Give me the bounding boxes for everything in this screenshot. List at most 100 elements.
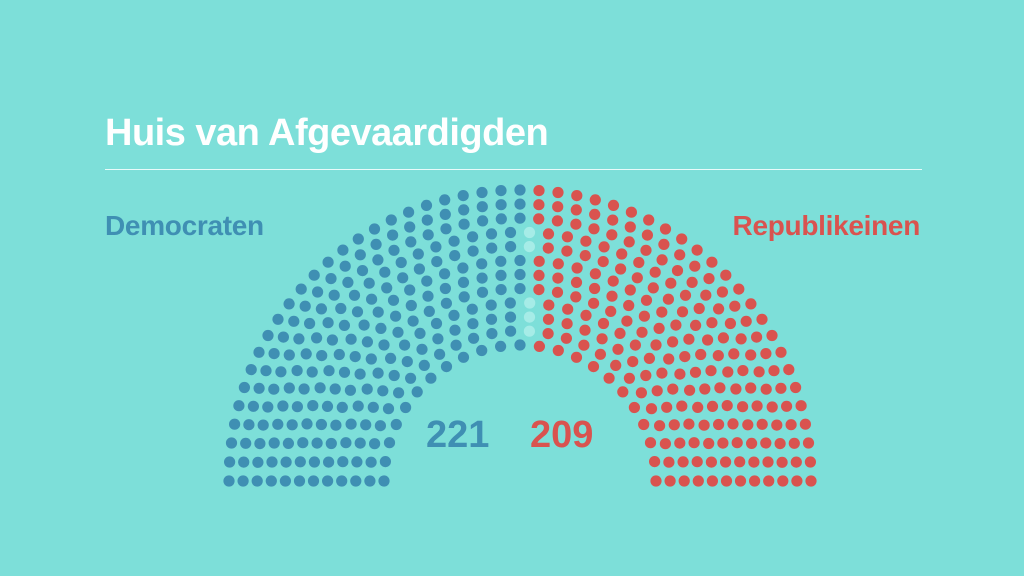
seat-republikeinen [533, 213, 545, 225]
seat-democraten [361, 383, 373, 395]
seat-republikeinen [746, 437, 758, 449]
seat-democraten [254, 438, 266, 450]
seat-republikeinen [606, 229, 618, 241]
seat-democraten [257, 419, 269, 431]
seat-democraten [352, 400, 364, 412]
seat-democraten [421, 214, 433, 226]
seat-democraten [399, 339, 411, 351]
seat-democraten [514, 198, 526, 210]
seat-republikeinen [588, 223, 600, 235]
seat-republikeinen [722, 366, 734, 378]
seat-democraten [253, 346, 265, 358]
seat-democraten [495, 185, 507, 197]
seat-republikeinen [579, 250, 591, 262]
seat-republikeinen [693, 302, 705, 315]
seat-republikeinen [703, 437, 715, 450]
seat-republikeinen [735, 333, 747, 345]
seat-democraten [457, 262, 469, 274]
seat-democraten [294, 456, 306, 468]
seat-republikeinen [552, 272, 564, 284]
seat-republikeinen [740, 315, 752, 327]
seat-republikeinen [542, 328, 554, 340]
seat-republikeinen [533, 269, 545, 281]
seat-republikeinen [753, 366, 765, 378]
seat-republikeinen [607, 275, 619, 287]
seat-democraten [514, 254, 526, 267]
seat-democraten [229, 418, 241, 430]
seat-republikeinen [751, 331, 763, 343]
seat-republikeinen [624, 221, 636, 233]
seat-republikeinen [551, 215, 564, 227]
seat-democraten [367, 401, 379, 413]
seat-republikeinen [571, 190, 583, 202]
seat-democraten [304, 317, 316, 330]
seat-republikeinen [643, 352, 656, 364]
seat-republikeinen [615, 263, 627, 275]
seat-republikeinen [763, 475, 775, 487]
seat-republikeinen [662, 293, 675, 305]
seat-democraten [301, 418, 313, 430]
title-divider [105, 169, 922, 170]
seat-democraten [308, 456, 320, 468]
seat-republikeinen [570, 276, 583, 288]
seat-democraten [440, 297, 452, 309]
seat-republikeinen [597, 317, 610, 330]
seat-democraten [401, 356, 413, 368]
seat-republikeinen [560, 332, 573, 344]
seat-republikeinen [647, 282, 659, 294]
seat-democraten [275, 366, 287, 378]
seat-democraten [404, 284, 416, 296]
seat-republikeinen [674, 249, 686, 261]
seat-democraten [421, 275, 433, 287]
seat-republikeinen [677, 456, 689, 468]
seat-republikeinen [802, 437, 815, 449]
seat-republikeinen [783, 364, 795, 376]
seat-democraten [439, 194, 451, 206]
seat-democraten [312, 286, 324, 298]
seat-republikeinen [716, 286, 729, 298]
seat-democraten [293, 333, 305, 345]
seat-republikeinen [638, 418, 650, 431]
seat-republikeinen [533, 199, 545, 211]
seat-democraten [277, 400, 289, 412]
seat-democraten [374, 420, 386, 432]
seat-democraten [307, 475, 320, 487]
seat-republikeinen [683, 333, 695, 345]
seat-democraten [277, 331, 289, 343]
seat-republikeinen [760, 348, 772, 360]
seat-democraten [495, 269, 507, 281]
seat-democraten [414, 327, 426, 339]
seat-republikeinen [717, 437, 729, 449]
seat-republikeinen [713, 303, 725, 315]
seat-democraten [336, 401, 348, 413]
seat-democraten [395, 256, 407, 269]
seat-democraten [329, 383, 341, 395]
seat-republikeinen [640, 244, 652, 256]
seat-republikeinen [706, 317, 718, 329]
seat-democraten [485, 228, 498, 240]
seat-republikeinen [670, 319, 682, 331]
seat-democraten [338, 319, 350, 331]
seat-republikeinen [587, 361, 600, 373]
seat-republikeinen [664, 475, 676, 487]
seat-republikeinen [643, 214, 655, 226]
seat-republikeinen [760, 437, 772, 449]
seat-democraten [279, 475, 291, 487]
seat-democraten [282, 437, 294, 449]
seat-democraten [486, 328, 498, 340]
seat-republikeinen [751, 400, 763, 412]
seat-republikeinen [533, 340, 546, 352]
seat-democraten [360, 419, 372, 431]
seat-republikeinen [695, 348, 707, 361]
seat-democraten [266, 456, 278, 468]
seat-republikeinen [768, 365, 780, 377]
seat-republikeinen [649, 456, 661, 468]
seat-democraten [514, 212, 526, 224]
seat-republikeinen [805, 475, 817, 487]
seat-democraten [476, 344, 488, 357]
seat-democraten [378, 339, 390, 351]
seat-republikeinen [542, 313, 555, 325]
seat-republikeinen [674, 368, 686, 380]
democrats-label: Democraten [105, 210, 264, 241]
